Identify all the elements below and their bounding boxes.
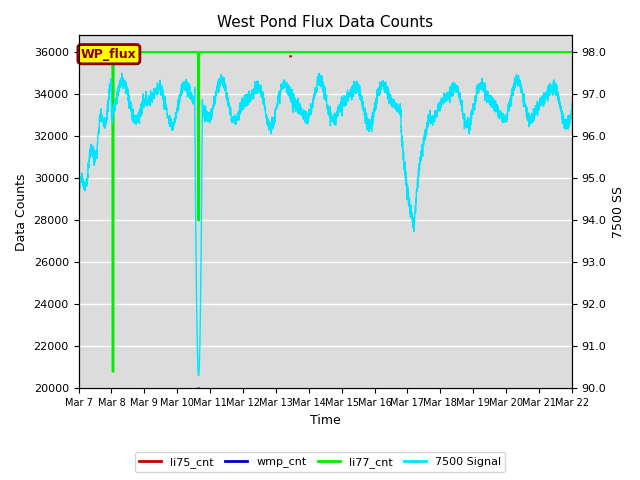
Legend: li75_cnt, wmp_cnt, li77_cnt, 7500 Signal: li75_cnt, wmp_cnt, li77_cnt, 7500 Signal	[135, 452, 505, 472]
Text: WP_flux: WP_flux	[81, 48, 137, 60]
X-axis label: Time: Time	[310, 414, 340, 427]
Y-axis label: Data Counts: Data Counts	[15, 173, 28, 251]
Y-axis label: 7500 SS: 7500 SS	[612, 186, 625, 238]
Title: West Pond Flux Data Counts: West Pond Flux Data Counts	[217, 15, 433, 30]
